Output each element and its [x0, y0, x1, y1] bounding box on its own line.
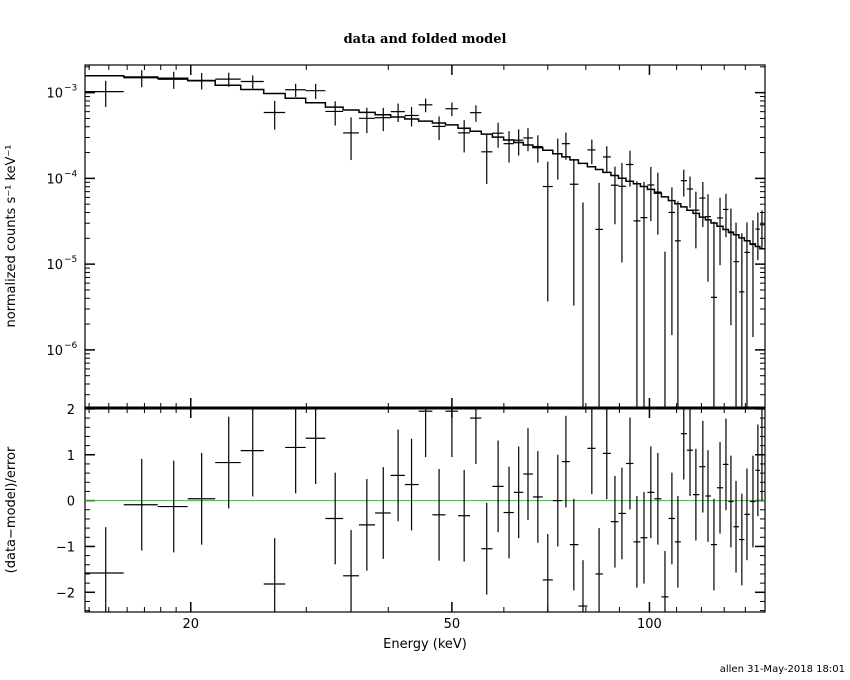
x-tick-label: 20 [182, 617, 199, 632]
footer-stamp: allen 31-May-2018 18:01 [720, 664, 845, 675]
residual-tick-label: 2 [67, 403, 75, 418]
y-tick-exponent: −5 [64, 255, 77, 265]
y-tick-label: 10 [46, 87, 63, 102]
top-y-axis-label: normalized counts s⁻¹ keV⁻¹ [4, 145, 19, 328]
x-axis-label: Energy (keV) [383, 637, 467, 652]
x-tick-label: 100 [637, 617, 662, 632]
y-tick-label: 10 [46, 172, 63, 187]
bottom-frame [84, 407, 766, 613]
top-frame [84, 64, 766, 409]
residual-tick-label: −1 [56, 540, 75, 555]
residual-tick-label: −2 [56, 586, 75, 601]
x-tick-label: 50 [444, 617, 461, 632]
model-curve [85, 74, 765, 250]
residual-tick-label: 0 [67, 495, 75, 510]
y-tick-exponent: −6 [64, 341, 78, 351]
residual-panel: 20 50 100 2 1 0 −1 −2 [56, 403, 766, 632]
y-tick-exponent: −4 [64, 169, 78, 179]
y-tick-exponent: −3 [64, 84, 77, 94]
y-tick-label: 10 [46, 344, 63, 359]
residual-tick-label: 1 [67, 449, 75, 464]
bottom-y-axis-label: (data−model)/error [4, 446, 19, 573]
y-tick-label: 10 [46, 258, 63, 273]
top-panel: 10−310−410−510−6 [46, 64, 766, 612]
chart-title: data and folded model [344, 32, 507, 47]
